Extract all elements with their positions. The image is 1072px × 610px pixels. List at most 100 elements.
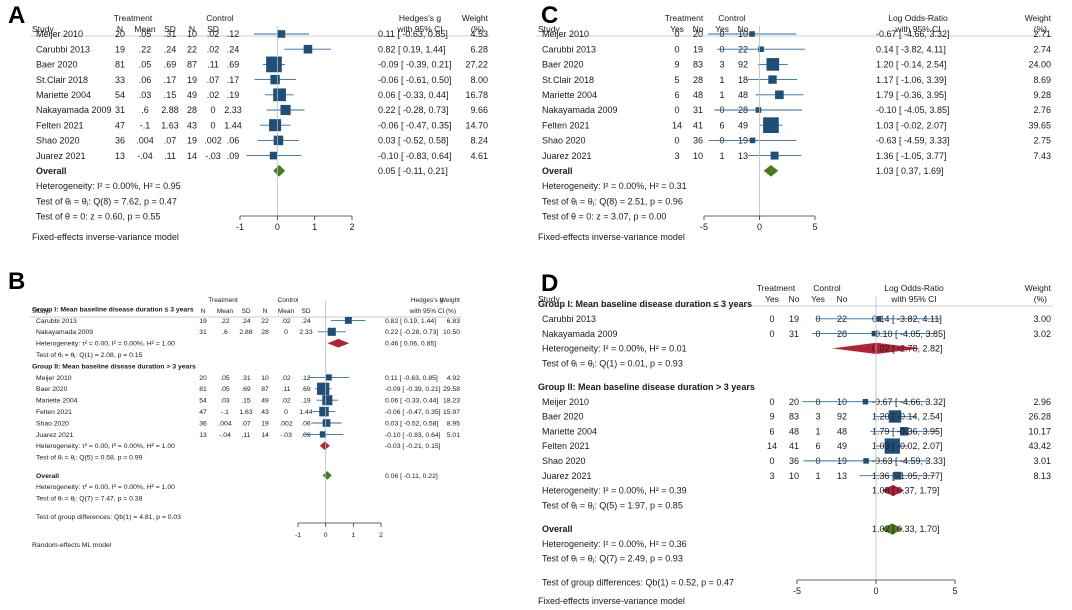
model-footnote: Random-effects ML model [32,542,112,549]
stat-text: Test of θᵢ = θⱼ: Q(7) = 2.49, p = 0.93 [542,554,683,564]
point-estimate [344,316,352,324]
ci-value: 1.79 [ -0.36, 3.95] [872,426,943,436]
ci-value: 1.20 [ -0.14, 2.54] [876,60,947,70]
ci-value: 1.03 [ -0.02, 2.07] [876,120,947,130]
study-name: Carubbi 2013 [36,44,90,54]
study-cell: 36 [789,456,799,466]
x-tick-label: -5 [700,222,708,232]
point-estimate [749,31,755,37]
study-cell: 0 [210,105,215,115]
model-footnote: Fixed-effects inverse-variance model [538,596,685,606]
point-estimate [775,90,784,100]
ci-value: 1.36 [ -1.05, 3.77] [872,471,943,481]
study-cell: 18 [738,75,748,85]
study-name: Mariette 2004 [36,90,91,100]
stat-text: Heterogeneity: I² = 0.00%, H² = 0.31 [542,181,687,191]
study-cell: 19 [187,75,197,85]
x-tick-label: 5 [812,222,817,232]
study-cell: 83 [789,412,799,422]
study-cell: 41 [693,120,703,130]
ci-value: 0.06 [ -0.33, 0.44] [385,398,438,405]
panel-label-a: A [8,2,26,29]
study-cell: .11 [207,60,219,70]
point-estimate [280,104,291,116]
study-cell: 47 [115,120,125,130]
study-cell: .05 [139,60,152,70]
point-estimate [875,316,881,322]
study-cell: 1 [719,75,724,85]
header-weight-unit: (%) [446,308,456,315]
study-cell: 22 [187,44,197,54]
study-cell: 10 [187,29,197,39]
header-es-ci: with 95% CI [890,294,936,304]
study-cell: 0 [284,409,288,416]
study-cell: .24 [301,318,311,325]
header-treatment: Treatment [665,13,704,23]
point-estimate [269,119,282,132]
weight-value: 2.71 [1033,29,1051,39]
x-tick-label: 0 [757,222,762,232]
stat-text: Test of θᵢ = θⱼ: Q(7) = 7.47, p = 0.38 [36,496,143,503]
study-name: Meijer 2010 [542,397,589,407]
study-cell: 13 [115,151,125,161]
ci-value: 1.03 [ 0.37, 1.69] [876,166,944,176]
ci-value: 0.02 [ -2.78, 2.82] [872,344,943,354]
study-cell: .07 [241,420,251,427]
subgroup-heading: Group II: Mean baseline disease duration… [32,363,196,370]
x-tick-label: 2 [349,222,354,232]
study-cell: .22 [220,318,230,325]
study-cell: .12 [301,375,311,382]
ci-value: 0.11 [ -0.63, 0.85] [385,375,438,382]
ci-value: -0.10 [ -0.83, 0.64] [385,432,441,439]
study-cell: 49 [187,90,197,100]
header-col: SD [207,24,219,34]
header-study: Study [538,24,560,34]
study-cell: 1.63 [239,409,252,416]
study-name: St.Clair 2018 [542,75,594,85]
study-cell: 31 [789,329,799,339]
study-cell: 81 [115,60,125,70]
weight-value: 29.58 [443,386,460,393]
overall-diamond [763,165,779,177]
ci-value: 1.03 [ -0.02, 2.07] [872,441,943,451]
study-name: Baer 2020 [542,60,584,70]
study-cell: 0 [674,44,679,54]
ci-value: -0.09 [ -0.39, 0.21] [378,60,452,70]
weight-value: 27.22 [465,60,488,70]
header-weight: Weight [440,297,460,304]
header-weight-unit: (%) [471,24,484,34]
weight-value: 4.53 [470,29,488,39]
study-cell: .09 [301,432,311,439]
point-estimate [763,117,779,134]
study-cell: .24 [164,44,177,54]
point-estimate [884,438,900,454]
ci-value: 0.03 [ -0.52, 0.58] [378,136,449,146]
ci-value: 0.82 [ 0.19, 1.44] [378,44,446,54]
study-cell: .02 [207,90,220,100]
stat-text: Test of θᵢ = θⱼ: Q(8) = 2.51, p = 0.96 [542,196,683,206]
study-cell: .07 [207,75,220,85]
point-estimate [325,374,332,381]
ci-value: -0.10 [ -4.05, 3.85] [872,329,946,339]
overall-diamond [881,523,903,535]
point-estimate [319,406,329,417]
study-cell: 6 [815,441,820,451]
study-cell: 14 [767,441,777,451]
study-cell: 48 [738,90,748,100]
header-study: Study [32,308,49,315]
study-cell: 36 [199,420,207,427]
model-footnote: Fixed-effects inverse-variance model [538,232,685,242]
x-tick-label: -1 [236,222,244,232]
subgroup-heading: Group I: Mean baseline disease duration … [538,299,752,309]
point-estimate [758,46,764,52]
study-cell: -.04 [137,151,153,161]
stat-text: Test of θᵢ = θⱼ: Q(5) = 0.58, p = 0.99 [36,455,143,462]
ci-value: -0.10 [ -4.05, 3.85] [876,105,950,115]
weight-value: 6.28 [470,44,488,54]
header-col: N [201,308,206,315]
point-estimate [270,74,280,85]
subtotal-heterogeneity: Heterogeneity: τ² = 0.00, I² = 0.00%, H²… [36,341,175,348]
overall-label: Overall [36,473,59,480]
point-estimate [317,382,330,395]
study-cell: .05 [220,386,230,393]
